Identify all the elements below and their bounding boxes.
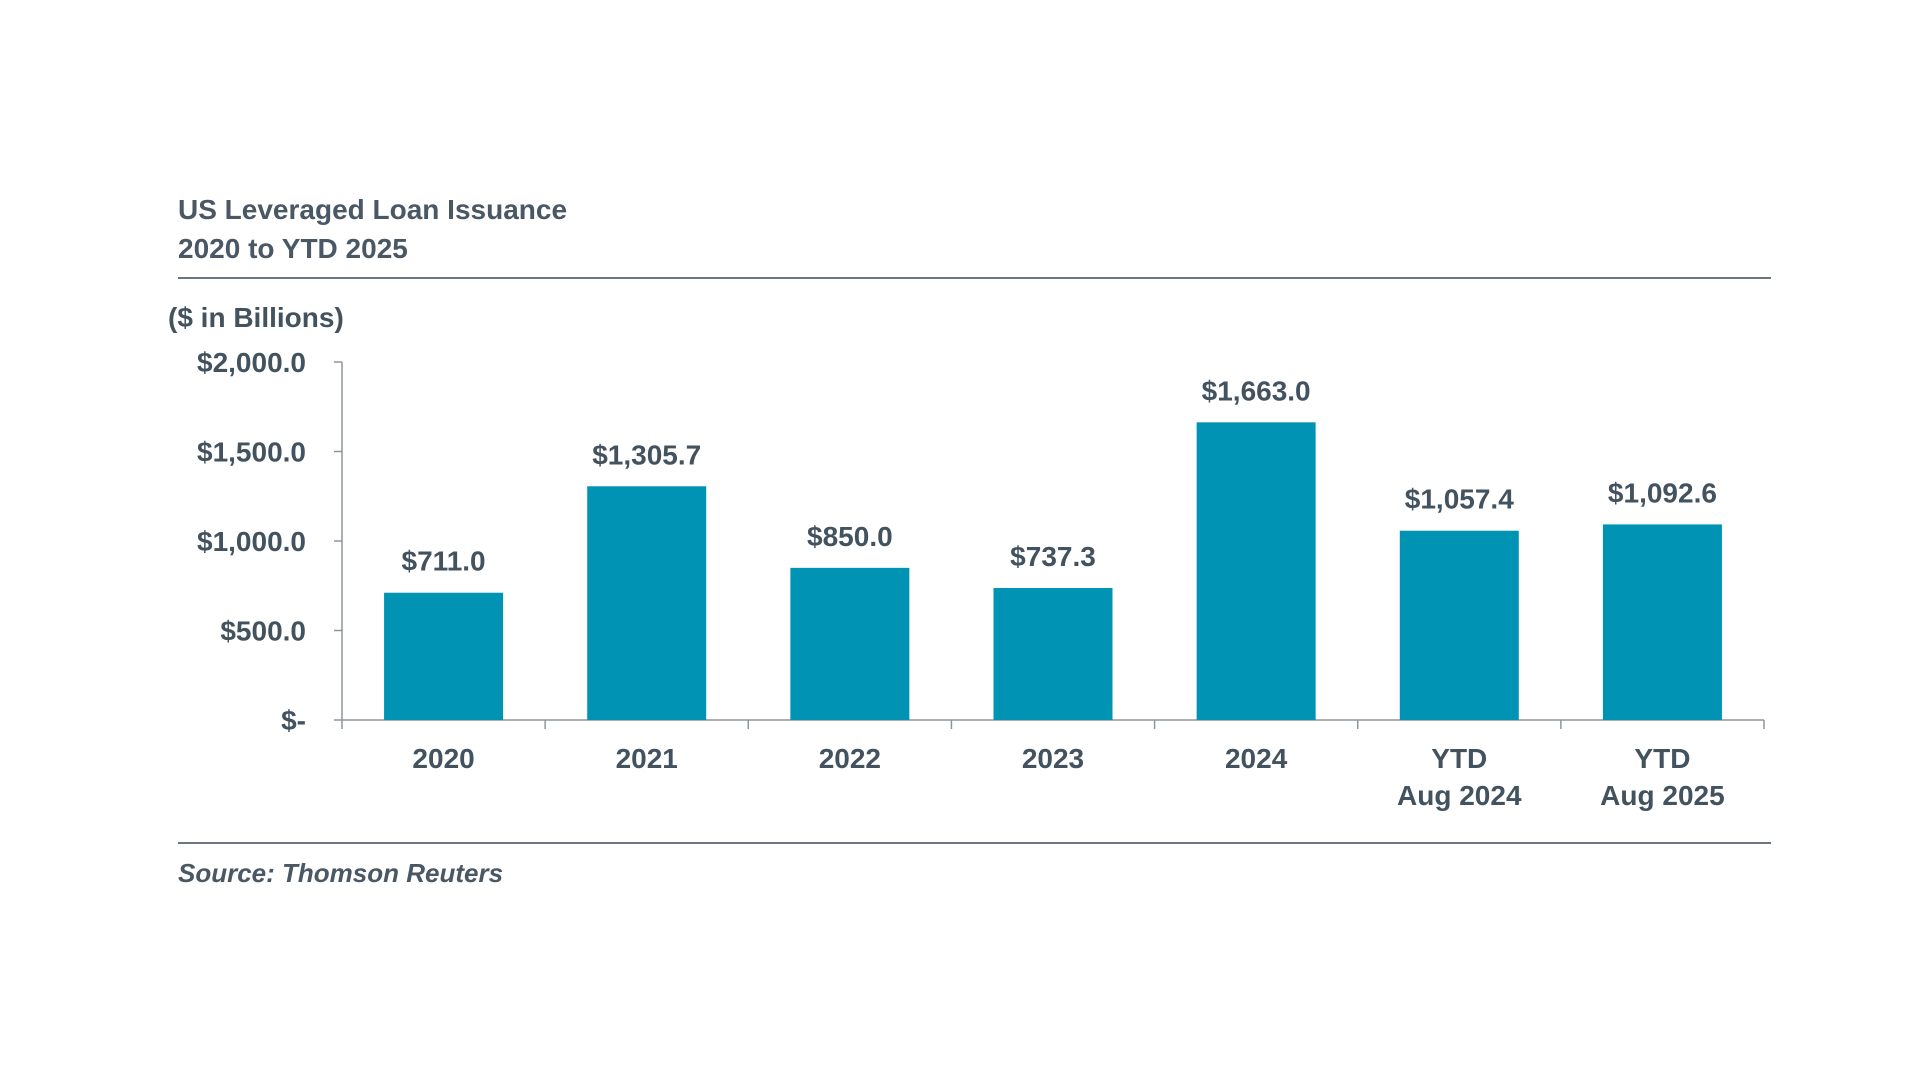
data-label: $1,092.6	[1608, 477, 1717, 508]
y-tick-label: $500.0	[220, 616, 306, 647]
top-divider	[178, 277, 1771, 279]
x-tick-label: 2024	[1225, 743, 1288, 774]
x-tick-label: 2020	[412, 743, 474, 774]
y-tick-label: $1,000.0	[197, 526, 306, 557]
bar	[587, 486, 707, 720]
data-label: $1,057.4	[1405, 484, 1514, 515]
x-tick-label: YTD Aug 2025	[1600, 743, 1725, 811]
y-tick-label: $1,500.0	[197, 437, 306, 468]
chart-title: US Leveraged Loan Issuance 2020 to YTD 2…	[178, 190, 567, 268]
data-label: $1,663.0	[1202, 375, 1311, 406]
bar	[1602, 524, 1722, 720]
x-tick-label: YTD Aug 2024	[1397, 743, 1522, 811]
source-note: Source: Thomson Reuters	[178, 858, 504, 888]
chart-title-line-1: US Leveraged Loan Issuance	[178, 194, 568, 225]
x-tick-label: 2023	[1022, 743, 1084, 774]
bar	[1399, 530, 1519, 720]
data-label: $1,305.7	[592, 439, 701, 470]
x-axis: 2020 2021 2022 2023 2024 YTD Aug 2024 YTD Aug 20…	[341, 719, 1765, 811]
bar	[1196, 422, 1316, 720]
y-tick-label: $-	[281, 705, 306, 736]
y-axis: $- $500.0 $1,000.0 $1,500.0 $2,000.0	[197, 347, 343, 736]
data-label: $850.0	[807, 521, 893, 552]
data-label: $711.0	[402, 546, 486, 577]
bar	[790, 567, 910, 720]
chart-title-line-2: 2020 to YTD 2025	[178, 233, 408, 264]
y-axis-label: ($ in Billions)	[168, 302, 344, 333]
y-tick-label: $2,000.0	[197, 347, 306, 378]
data-label: $737.3	[1010, 541, 1096, 572]
bar	[384, 592, 504, 720]
x-tick-label: 2021	[616, 743, 678, 774]
x-tick-label: 2022	[819, 743, 881, 774]
bottom-divider	[178, 842, 1771, 844]
bar	[993, 588, 1113, 720]
bar-series: $711.0 $1,305.7 $850.0 $737.3 $1,663.0 $1,057…	[384, 375, 1722, 720]
